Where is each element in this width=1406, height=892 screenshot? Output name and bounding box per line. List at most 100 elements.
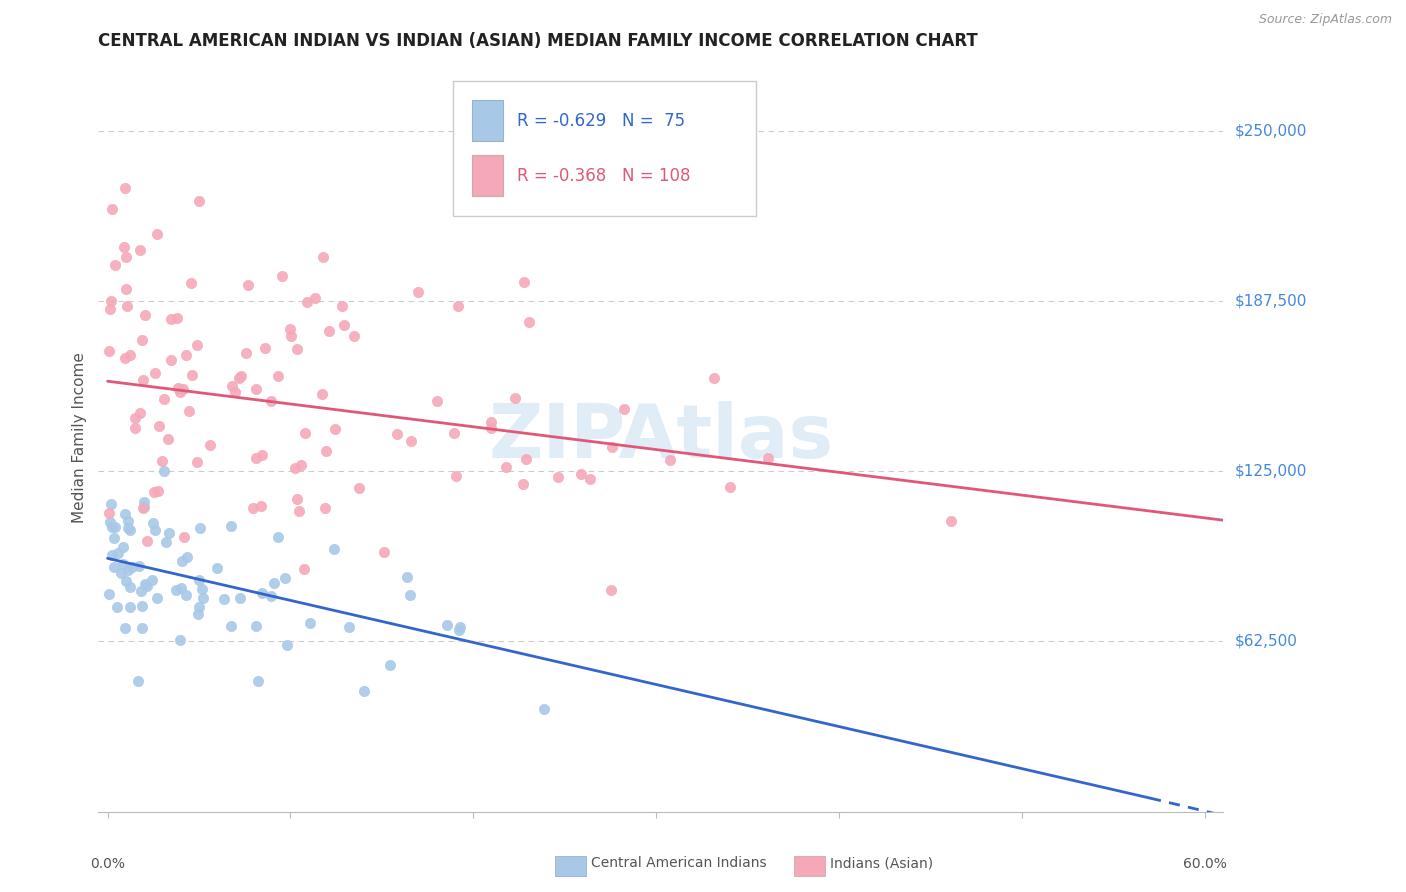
Point	[174, 588, 197, 602]
Point	[115, 574, 138, 589]
Point	[104, 258, 127, 272]
Point	[330, 299, 353, 313]
Text: $250,000: $250,000	[1234, 123, 1306, 138]
Point	[266, 530, 288, 544]
Point	[146, 227, 169, 242]
Point	[169, 384, 191, 399]
Point	[150, 454, 173, 468]
Point	[114, 508, 136, 522]
Y-axis label: Median Family Income: Median Family Income	[72, 351, 87, 523]
Point	[148, 418, 170, 433]
Point	[298, 615, 321, 630]
Point	[449, 620, 471, 634]
Point	[599, 582, 621, 597]
Point	[177, 404, 200, 418]
Point	[399, 588, 422, 602]
Point	[143, 484, 166, 499]
Point	[127, 673, 149, 688]
Point	[547, 469, 569, 483]
Point	[290, 458, 312, 472]
Point	[294, 425, 316, 440]
Point	[117, 563, 139, 577]
Point	[245, 450, 267, 465]
Point	[323, 542, 346, 557]
Point	[166, 311, 188, 326]
Point	[378, 657, 401, 672]
Point	[278, 322, 301, 336]
Point	[512, 275, 534, 289]
Point	[134, 308, 156, 322]
Text: ZIPAtlas: ZIPAtlas	[488, 401, 834, 474]
Point	[156, 432, 179, 446]
Point	[304, 291, 326, 305]
Point	[512, 477, 534, 491]
Point	[188, 521, 211, 535]
Point	[314, 500, 336, 515]
Point	[219, 518, 242, 533]
Point	[292, 561, 315, 575]
Point	[231, 369, 253, 384]
Point	[267, 369, 290, 384]
Point	[136, 534, 159, 549]
Point	[408, 285, 430, 299]
Point	[104, 519, 127, 533]
Point	[173, 530, 195, 544]
Point	[172, 382, 194, 396]
Point	[315, 444, 337, 458]
Point	[276, 638, 298, 652]
Point	[114, 181, 136, 195]
Point	[114, 250, 136, 264]
Point	[117, 514, 139, 528]
Point	[132, 500, 155, 514]
Point	[118, 348, 141, 362]
Point	[235, 346, 257, 360]
Point	[103, 560, 125, 574]
Point	[221, 619, 243, 633]
FancyBboxPatch shape	[472, 154, 503, 196]
Point	[221, 379, 243, 393]
Point	[447, 299, 470, 313]
Point	[253, 341, 276, 355]
Point	[131, 621, 153, 635]
Point	[115, 281, 138, 295]
Point	[105, 600, 128, 615]
Point	[101, 548, 124, 562]
Point	[479, 420, 502, 434]
Point	[399, 434, 422, 448]
Text: 0.0%: 0.0%	[90, 856, 125, 871]
Point	[353, 683, 375, 698]
Point	[100, 497, 122, 511]
FancyBboxPatch shape	[453, 81, 756, 216]
Point	[236, 277, 259, 292]
Point	[117, 521, 139, 535]
Point	[186, 455, 208, 469]
Point	[242, 500, 264, 515]
Point	[160, 352, 183, 367]
Point	[519, 315, 541, 329]
Point	[118, 580, 141, 594]
Point	[131, 334, 153, 348]
Text: Source: ZipAtlas.com: Source: ZipAtlas.com	[1258, 13, 1392, 27]
Point	[118, 599, 141, 614]
Point	[107, 546, 129, 560]
Point	[444, 468, 467, 483]
Point	[602, 440, 624, 454]
Point	[180, 277, 202, 291]
Point	[153, 392, 176, 406]
Point	[443, 425, 465, 440]
Point	[157, 526, 180, 541]
Point	[284, 460, 307, 475]
Point	[569, 467, 592, 481]
Text: Central American Indians: Central American Indians	[591, 856, 766, 871]
Point	[101, 520, 124, 534]
Point	[141, 573, 163, 587]
FancyBboxPatch shape	[472, 100, 503, 141]
Point	[118, 523, 141, 537]
Point	[128, 405, 150, 419]
Point	[110, 566, 132, 580]
Point	[186, 337, 208, 351]
Point	[228, 371, 250, 385]
Point	[187, 194, 209, 208]
Point	[176, 549, 198, 564]
Point	[148, 484, 170, 499]
